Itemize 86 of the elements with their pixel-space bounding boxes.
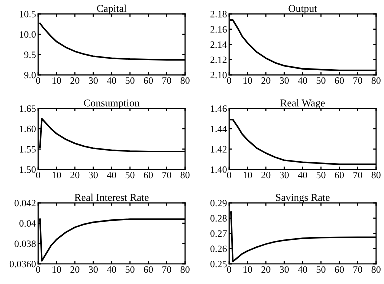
x-tick-label: 50 [316,78,326,84]
x-tick-label: 60 [335,78,344,84]
x-tick-label: 10 [52,78,62,84]
x-tick-label: 60 [335,266,344,274]
x-tick-label: 10 [244,78,252,84]
x-tick-label: 60 [144,266,154,274]
x-tick-label: 80 [372,78,381,84]
x-tick-label: 70 [162,266,172,274]
x-tick-label: 20 [70,266,80,274]
y-tick-label: 0.0360 [10,261,36,268]
x-tick-label: 30 [89,172,98,179]
x-tick-label: 50 [126,266,135,274]
x-tick-label: 0 [36,78,40,84]
x-tick-label: 50 [126,78,135,84]
x-tick-label: 50 [316,266,326,274]
y-tick-label: 9.5 [24,52,36,58]
y-tick-label: 0.25 [210,261,227,268]
y-tick-label: 0.26 [210,246,228,252]
x-tick-label: 60 [144,78,154,84]
chart-title: Real Wage [280,99,325,109]
x-tick-label: 10 [244,172,252,179]
x-tick-label: 60 [335,172,344,179]
x-tick-label: 20 [262,78,271,84]
chart-title: Capital [97,4,127,14]
x-tick-label: 30 [280,266,289,274]
x-tick-label: 80 [180,172,190,179]
chart-title: Savings Rate [276,194,330,204]
x-tick-label: 10 [244,266,252,274]
x-tick-label: 30 [280,172,289,179]
y-tick-label: 1.60 [20,126,36,133]
y-tick-label: 2.16 [210,26,228,33]
x-tick-label: 70 [162,172,172,179]
x-tick-label: 0 [36,266,40,274]
x-tick-label: 70 [354,78,362,84]
y-tick-label: 1.50 [20,166,36,174]
y-tick-label: 1.44 [211,126,228,133]
x-tick-label: 80 [180,266,190,274]
x-tick-label: 30 [280,78,289,84]
chart-title: Real Interest Rate [74,194,149,202]
y-tick-label: 0.28 [210,215,227,222]
x-tick-label: 60 [144,172,154,179]
y-tick-label: 0.042 [14,200,36,207]
x-tick-label: 50 [316,172,326,179]
x-tick-label: 20 [70,78,80,84]
y-tick-label: 2.10 [210,72,227,79]
y-tick-label: 10.5 [20,11,36,18]
x-tick-label: 10 [52,266,62,274]
x-tick-label: 40 [298,78,308,84]
y-tick-label: 1.55 [20,146,36,153]
y-tick-label: 1.42 [211,146,227,153]
x-tick-label: 70 [162,78,172,84]
x-tick-label: 40 [107,172,116,179]
x-tick-label: 50 [126,172,135,179]
x-tick-label: 40 [107,266,116,274]
x-tick-label: 20 [70,172,80,179]
x-tick-label: 0 [227,266,232,274]
x-tick-label: 20 [262,266,271,274]
y-tick-label: 0.04 [20,220,36,227]
x-tick-label: 40 [298,266,308,274]
y-tick-label: 2.12 [210,56,227,64]
x-tick-label: 80 [372,266,381,274]
y-tick-label: 0.29 [210,200,227,207]
x-tick-label: 70 [354,172,362,179]
y-tick-label: 1.65 [20,106,36,112]
x-tick-label: 20 [262,172,271,179]
x-tick-label: 80 [372,172,381,179]
y-tick-label: 9.0 [24,72,36,79]
y-tick-label: 0.27 [210,230,228,238]
y-tick-label: 2.18 [210,11,227,18]
y-tick-label: 2.14 [210,42,228,48]
x-tick-label: 0 [227,78,232,84]
x-tick-label: 10 [52,172,62,179]
chart-title: Consumption [84,100,140,109]
y-tick-label: 1.46 [211,106,228,112]
x-tick-label: 0 [227,172,232,179]
x-tick-label: 0 [36,172,40,179]
x-tick-label: 30 [89,78,98,84]
x-tick-label: 40 [107,78,116,84]
y-tick-label: 1.40 [211,166,227,174]
x-tick-label: 80 [180,78,190,84]
y-tick-label: 10.0 [20,31,36,38]
x-tick-label: 30 [89,266,98,274]
x-tick-label: 70 [354,266,362,274]
x-tick-label: 40 [298,172,308,179]
chart-title: Output [288,5,318,14]
y-tick-label: 0.038 [14,240,36,248]
